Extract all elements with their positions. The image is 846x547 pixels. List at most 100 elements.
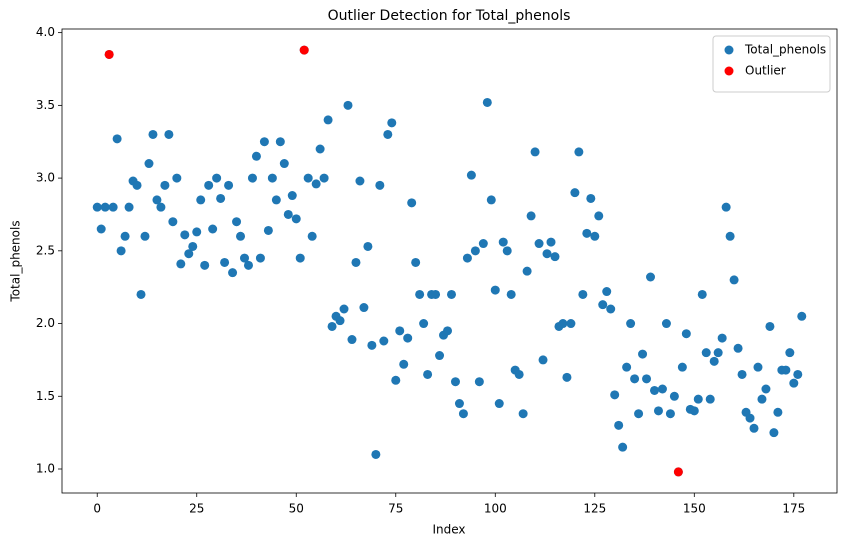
point <box>375 180 385 190</box>
x-tick-label: 175 <box>782 502 805 516</box>
point <box>208 224 218 234</box>
point <box>343 100 353 110</box>
point <box>275 137 285 147</box>
point <box>255 253 265 263</box>
point <box>478 239 488 249</box>
point <box>399 359 409 369</box>
point <box>299 45 309 55</box>
point <box>172 173 182 183</box>
x-tick-label: 125 <box>583 502 606 516</box>
point <box>446 289 456 299</box>
point <box>458 409 468 419</box>
point <box>749 423 759 433</box>
x-tick-label: 0 <box>93 502 101 516</box>
point <box>761 384 771 394</box>
point <box>598 300 608 310</box>
point <box>649 385 659 395</box>
point <box>550 252 560 262</box>
point <box>132 180 142 190</box>
point <box>355 176 365 186</box>
point <box>120 231 130 241</box>
point <box>566 319 576 329</box>
point <box>383 129 393 139</box>
point <box>164 129 174 139</box>
point <box>156 202 166 212</box>
y-tick-label: 2.0 <box>36 316 55 330</box>
point <box>562 372 572 382</box>
point <box>407 198 417 208</box>
legend-box <box>712 35 831 93</box>
x-tick-label: 75 <box>388 502 403 516</box>
point <box>271 195 281 205</box>
point <box>140 231 150 241</box>
point <box>450 377 460 387</box>
point <box>622 362 632 372</box>
point <box>196 195 206 205</box>
point <box>168 217 178 227</box>
point <box>287 191 297 201</box>
point <box>395 326 405 336</box>
point <box>737 369 747 379</box>
point <box>542 249 552 259</box>
point <box>100 202 110 212</box>
point <box>295 253 305 263</box>
point <box>335 316 345 326</box>
point <box>236 231 246 241</box>
point <box>243 260 253 270</box>
point <box>259 137 269 147</box>
legend-marker <box>724 66 734 76</box>
point <box>144 159 154 169</box>
point <box>705 394 715 404</box>
point <box>558 319 568 329</box>
point <box>220 257 230 267</box>
point <box>200 260 210 270</box>
x-tick-label: 50 <box>289 502 304 516</box>
point <box>212 173 222 183</box>
point <box>387 118 397 128</box>
point <box>769 428 779 438</box>
point <box>594 211 604 221</box>
point <box>327 321 337 331</box>
point <box>204 180 214 190</box>
point <box>797 311 807 321</box>
point <box>693 394 703 404</box>
point <box>713 348 723 358</box>
point <box>160 180 170 190</box>
point <box>184 249 194 259</box>
point <box>315 144 325 154</box>
point <box>116 246 126 256</box>
point <box>673 467 683 477</box>
point <box>602 287 612 297</box>
point <box>681 329 691 339</box>
point <box>522 266 532 276</box>
point <box>526 211 536 221</box>
point <box>307 231 317 241</box>
point <box>411 257 421 267</box>
point <box>319 173 329 183</box>
y-tick-label: 3.0 <box>36 171 55 185</box>
point <box>486 195 496 205</box>
point <box>180 230 190 240</box>
point <box>379 336 389 346</box>
point <box>745 413 755 423</box>
point <box>661 319 671 329</box>
point <box>582 228 592 238</box>
point <box>590 231 600 241</box>
legend-label: Outlier <box>745 64 786 78</box>
point <box>753 362 763 372</box>
point <box>403 333 413 343</box>
point <box>323 115 333 125</box>
point <box>339 304 349 314</box>
point <box>152 195 162 205</box>
point <box>498 237 508 247</box>
point <box>279 159 289 169</box>
point <box>311 179 321 189</box>
y-tick-label: 2.5 <box>36 243 55 257</box>
point <box>104 49 114 59</box>
point <box>124 202 134 212</box>
point <box>347 335 357 345</box>
y-tick-label: 1.0 <box>36 462 55 476</box>
point <box>653 406 663 416</box>
legend-label: Total_phenols <box>744 43 826 57</box>
